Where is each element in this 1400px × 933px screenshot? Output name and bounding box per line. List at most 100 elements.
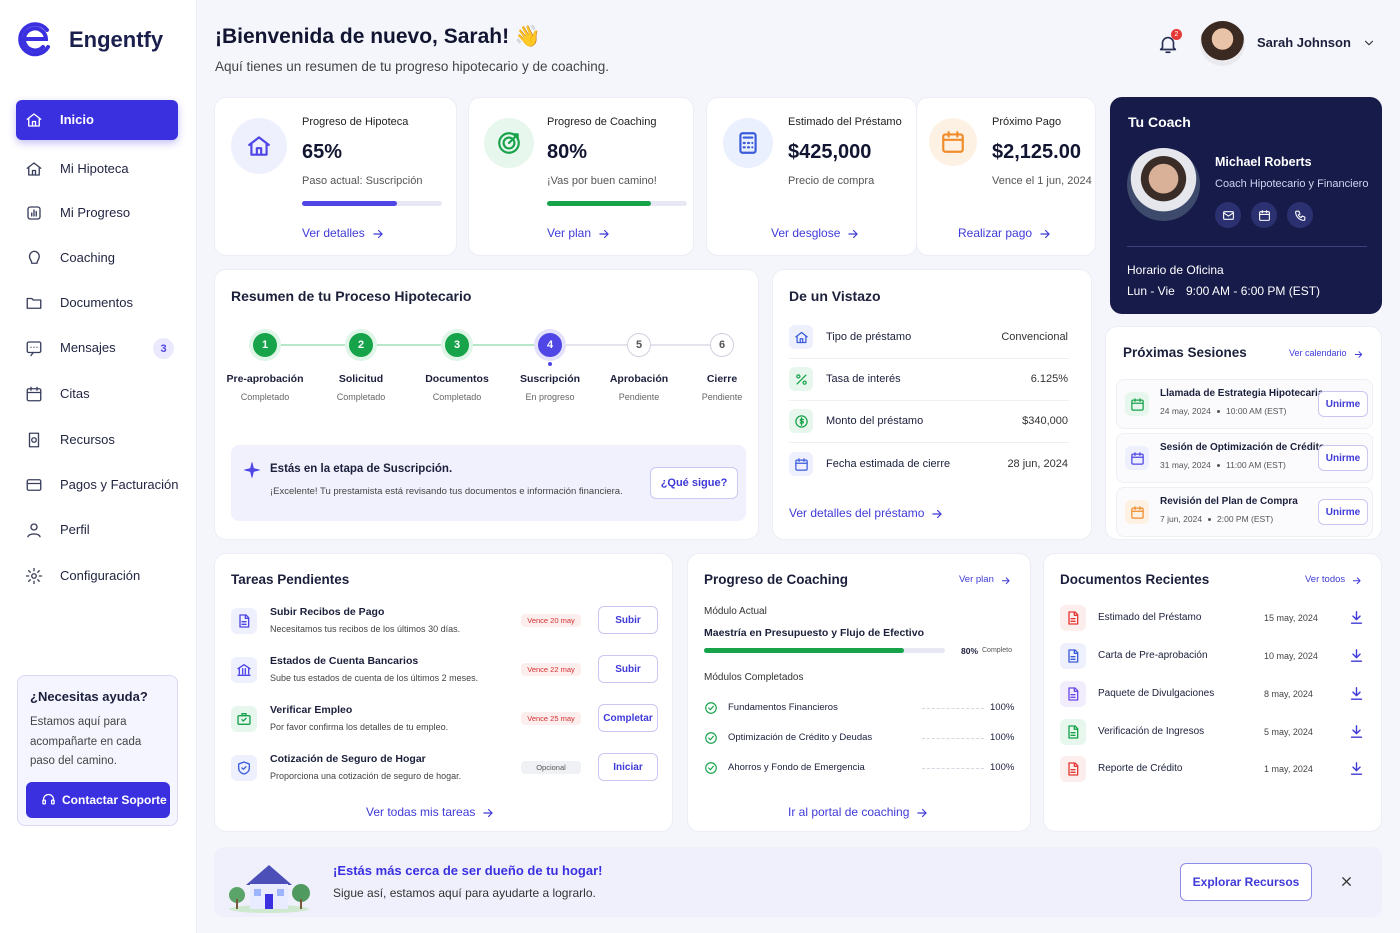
stat-link[interactable]: Realizar pago — [958, 226, 1033, 240]
icon-shape — [739, 132, 757, 154]
doc-date: 8 may, 2024 — [1264, 689, 1313, 699]
doc-name[interactable]: Carta de Pre-aprobación — [1098, 650, 1208, 661]
icon-shape — [1130, 453, 1144, 465]
support-button[interactable]: Contactar Soporte — [26, 782, 170, 818]
coach-name: Michael Roberts — [1215, 155, 1312, 169]
download-icon[interactable] — [1348, 723, 1365, 740]
link-arrow — [1353, 349, 1364, 360]
coach-card: Tu Coach Michael Roberts Coach Hipotecario… — [1110, 97, 1382, 314]
coach-contact-button[interactable] — [1251, 202, 1277, 228]
doc-name[interactable]: Estimado del Préstamo — [1098, 612, 1202, 623]
session-icon — [1125, 446, 1149, 470]
join-button-label: Unirme — [1325, 452, 1361, 464]
nav-item[interactable]: Coaching — [16, 238, 178, 278]
coach-divider — [1127, 246, 1367, 247]
coach-contact-button[interactable] — [1287, 202, 1313, 228]
task-title: Verificar Empleo — [270, 704, 353, 716]
stat-icon — [723, 118, 773, 168]
icon-shape — [255, 147, 263, 156]
icon — [1130, 505, 1145, 520]
all-docs-link[interactable]: Ver todos — [1305, 574, 1346, 585]
session-icon — [1125, 500, 1149, 524]
step-name: Cierre — [706, 373, 738, 385]
nav-label: Pagos y Facturación — [60, 477, 179, 492]
icon-shape — [1068, 762, 1079, 776]
explore-button[interactable]: Explorar Recursos — [1180, 863, 1312, 901]
module-percent: 100% — [990, 762, 1015, 773]
nav-item[interactable]: Pagos y Facturación — [16, 465, 179, 505]
icon-shape — [932, 510, 942, 519]
all-tasks-link[interactable]: Ver todas mis tareas — [366, 805, 476, 819]
portal-link[interactable]: Ir al portal de coaching — [788, 805, 910, 819]
icon-shape — [599, 230, 609, 239]
nav-label: Coaching — [60, 250, 115, 265]
step-connector — [469, 344, 538, 346]
stat-icon — [929, 118, 977, 166]
nav-item[interactable]: Mi Hipoteca — [16, 149, 178, 189]
stat-link[interactable]: Ver detalles — [302, 226, 365, 240]
icon-shape — [1350, 611, 1363, 624]
coach-contact-button[interactable] — [1215, 202, 1241, 228]
icon-shape — [292, 884, 310, 902]
icon-shape — [917, 809, 927, 818]
icon-shape — [599, 230, 609, 239]
join-button[interactable]: Unirme — [1318, 391, 1368, 417]
task-button[interactable]: Subir — [598, 655, 658, 683]
card-title: De un Vistazo — [789, 288, 881, 304]
download-icon[interactable] — [1348, 647, 1365, 664]
nav-item[interactable]: Mensajes 3 — [16, 328, 178, 368]
meta-dot — [1208, 518, 1211, 521]
download-icon[interactable] — [1348, 760, 1365, 777]
stat-link[interactable]: Ver desglose — [771, 226, 841, 240]
nav-item[interactable]: Citas — [16, 374, 178, 414]
nav-item[interactable]: Recursos — [16, 420, 178, 460]
icon — [246, 133, 272, 159]
join-button[interactable]: Unirme — [1318, 445, 1368, 471]
plan-link[interactable]: Ver plan — [959, 574, 994, 585]
icon-shape — [1070, 762, 1079, 773]
icon-shape — [28, 117, 40, 127]
step-name: Pre-aprobación — [226, 373, 304, 385]
task-button[interactable]: Completar — [598, 704, 658, 732]
download-icon[interactable] — [1348, 685, 1365, 702]
join-button[interactable]: Unirme — [1318, 499, 1368, 525]
icon — [940, 129, 966, 155]
nav-icon — [25, 385, 43, 403]
task-icon — [231, 706, 257, 732]
task-button[interactable]: Subir — [598, 606, 658, 634]
user-name[interactable]: Sarah Johnson — [1257, 35, 1351, 50]
nav-icon — [25, 249, 43, 267]
session-icon — [1125, 392, 1149, 416]
nav-item[interactable]: Configuración — [16, 556, 178, 596]
icon-shape — [794, 331, 808, 337]
doc-name[interactable]: Paquete de Divulgaciones — [1098, 688, 1215, 699]
icon-shape — [31, 169, 37, 176]
task-button[interactable]: Iniciar — [598, 753, 658, 781]
next-step-button[interactable]: ¿Qué sigue? — [650, 467, 738, 499]
loan-details-link[interactable]: Ver detalles del préstamo — [789, 506, 925, 520]
icon-shape — [1001, 577, 1010, 585]
download-icon[interactable] — [1348, 609, 1365, 626]
stat-link[interactable]: Ver plan — [547, 226, 592, 240]
icon-shape — [238, 761, 250, 775]
nav-item[interactable]: Mi Progreso — [16, 193, 178, 233]
nav-item[interactable]: Documentos — [16, 283, 178, 323]
calendar-link[interactable]: Ver calendario — [1289, 348, 1347, 358]
close-button[interactable] — [1339, 874, 1354, 889]
stat-card: Estimado del Préstamo $425,000 Precio de c… — [706, 97, 917, 256]
stat-note: Paso actual: Suscripción — [302, 175, 423, 187]
module-progress: 80% — [961, 646, 979, 656]
stat-note: Vence el 1 jun, 2024 — [992, 175, 1092, 187]
icon-shape — [241, 766, 247, 770]
nav-icon — [25, 567, 43, 585]
nav-item[interactable]: Inicio — [16, 100, 178, 140]
nav-item[interactable]: Perfil — [16, 510, 178, 550]
icon-shape — [848, 230, 858, 239]
glance-icon — [789, 452, 813, 476]
icon-shape — [498, 132, 520, 154]
bell-icon — [1157, 33, 1179, 55]
doc-name[interactable]: Reporte de Crédito — [1098, 763, 1183, 774]
banner-title: ¡Estás más cerca de ser dueño de tu hoga… — [333, 863, 603, 878]
doc-name[interactable]: Verificación de Ingresos — [1098, 726, 1205, 737]
icon-shape — [1068, 611, 1079, 625]
